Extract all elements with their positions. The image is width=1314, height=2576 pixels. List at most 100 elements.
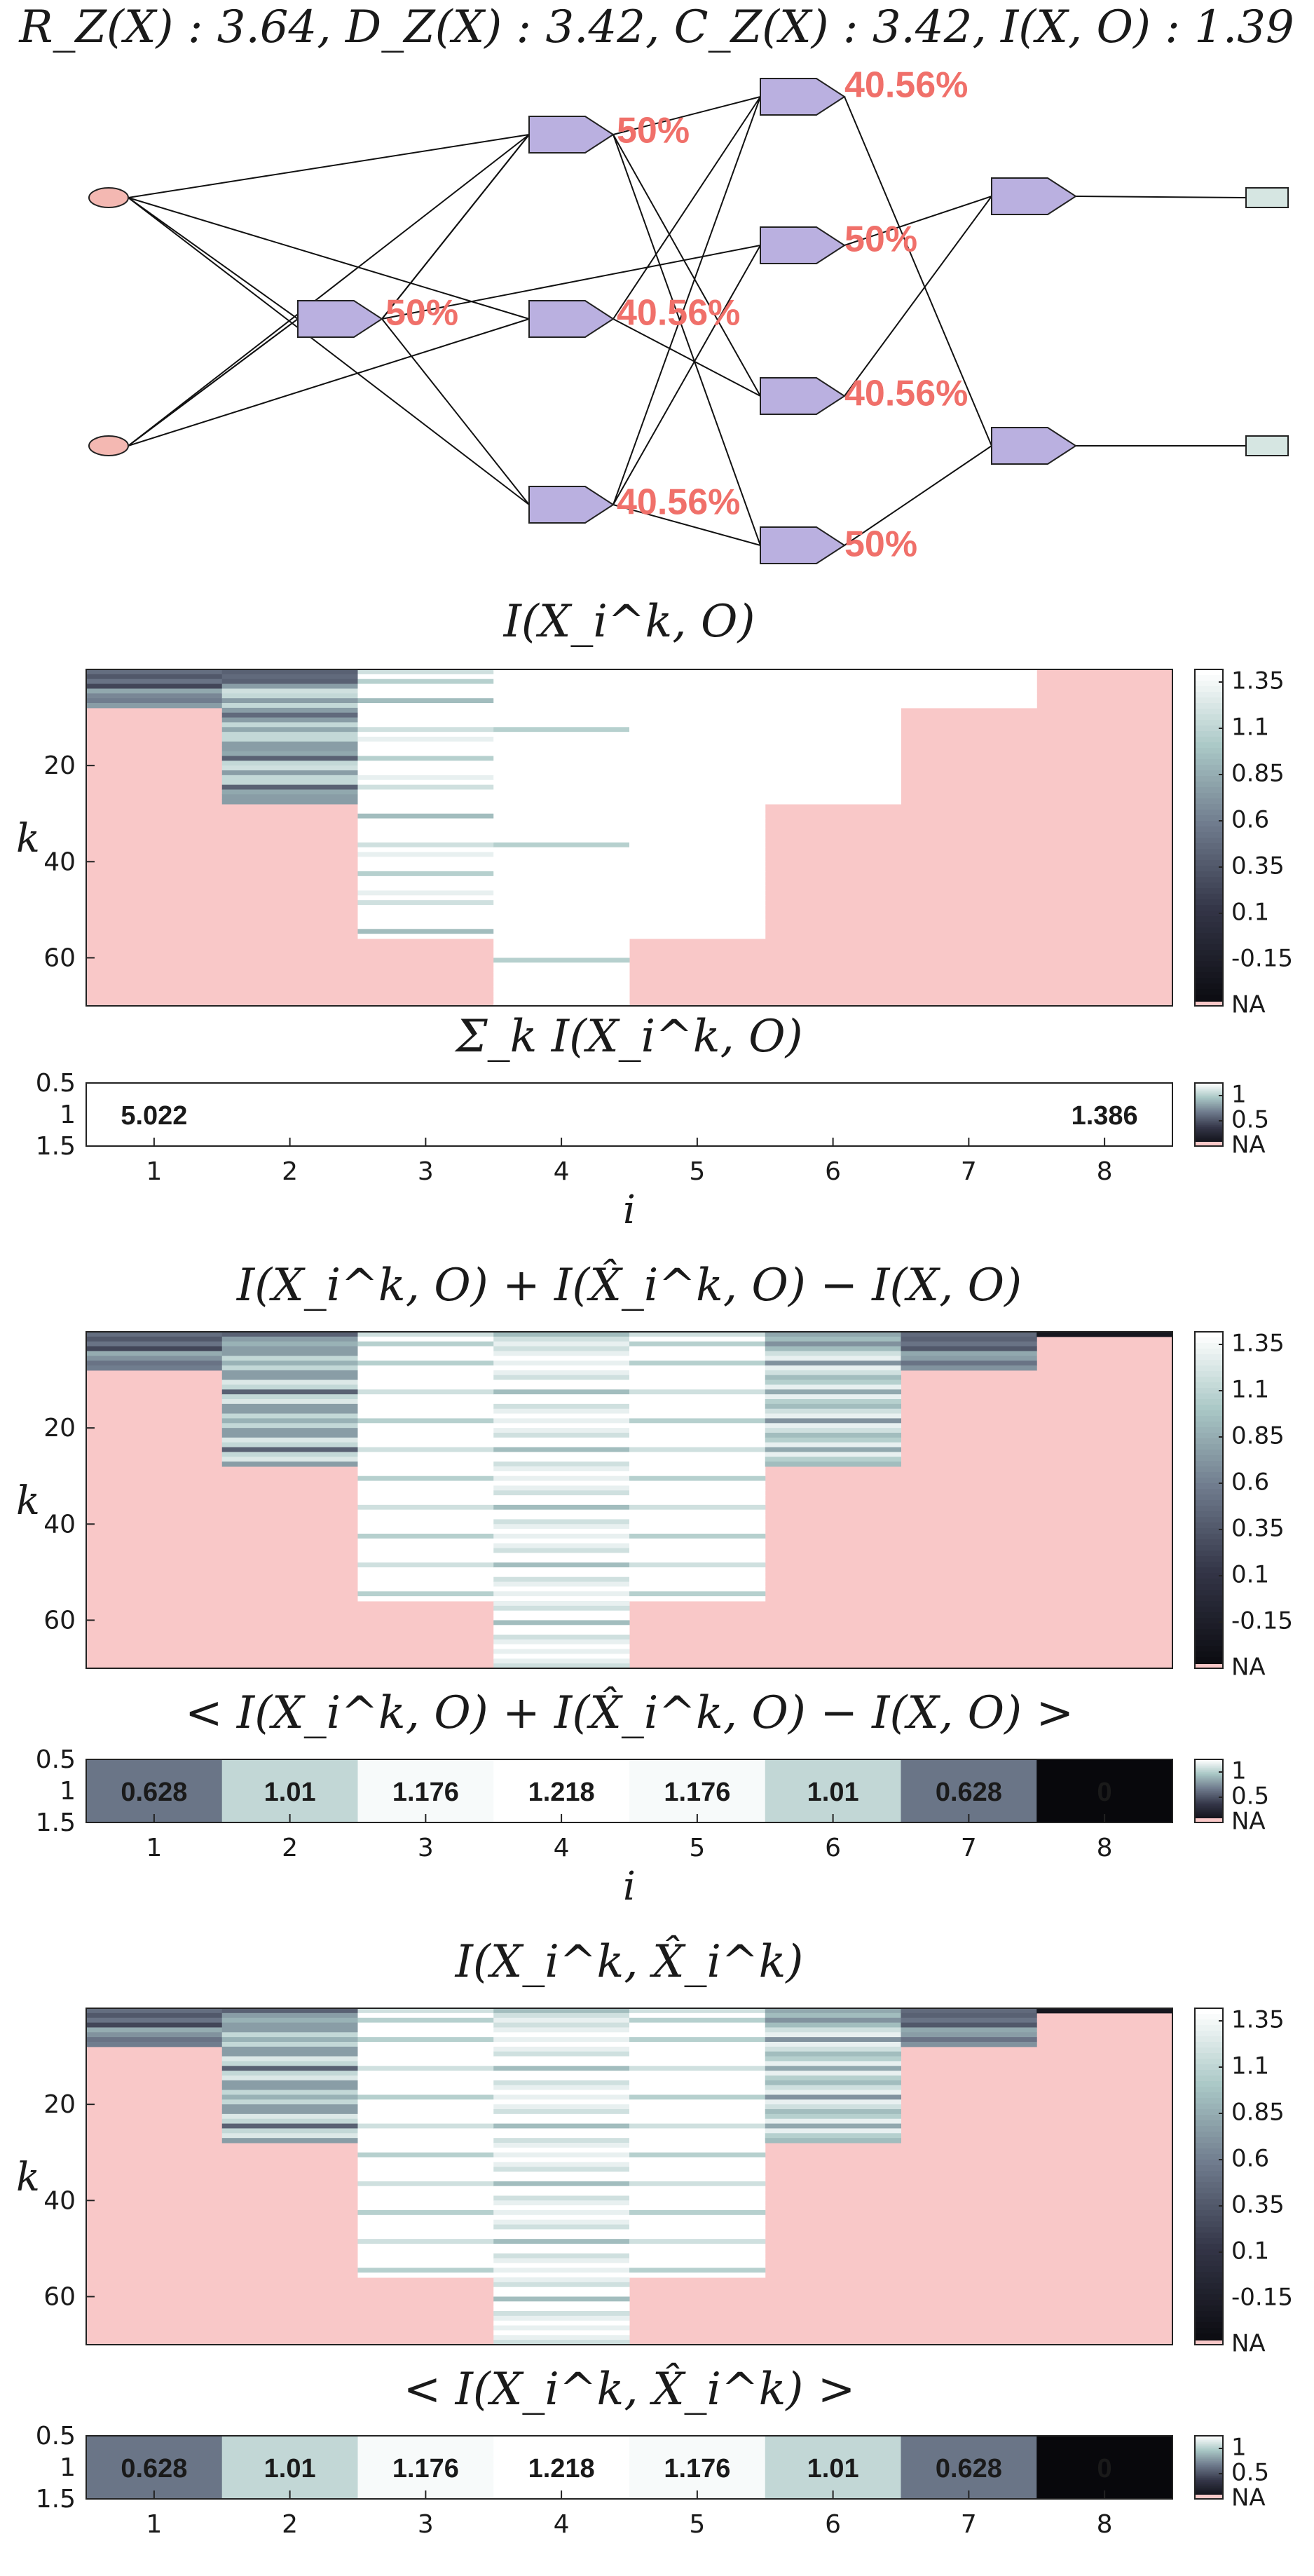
heatmap-cell <box>901 679 1037 685</box>
y-tick-label: 1.5 <box>36 2485 76 2514</box>
x-tick-label: 7 <box>961 1834 977 1862</box>
colorbar-segment <box>1195 1109 1223 1111</box>
heatmap-cell <box>629 1514 766 1520</box>
heatmap-cell <box>493 1649 630 1654</box>
heatmap-cell <box>221 2113 358 2120</box>
heatmap-cell <box>629 934 766 939</box>
heatmap-cell <box>629 1423 766 1429</box>
heatmap-cell <box>221 775 358 781</box>
heatmap-cell <box>86 1361 223 1366</box>
colorbar-segment <box>1195 2446 1223 2448</box>
heatmap-cell <box>629 1543 766 1549</box>
colorbar-tick-label: NA <box>1231 1131 1266 1159</box>
heatmap-cell <box>493 2066 630 2071</box>
heatmap-cell <box>493 707 630 714</box>
heatmap-cell <box>765 2061 901 2066</box>
heatmap-cell <box>629 1476 766 1482</box>
colorbar-frame <box>1194 1759 1224 1823</box>
heatmap-cell <box>493 1620 630 1626</box>
colorbar-segment <box>1195 2443 1223 2445</box>
colorbar-segment <box>1195 1128 1223 1130</box>
heatmap-cell <box>629 2248 766 2254</box>
colorbar-segment <box>1195 1595 1223 1602</box>
heatmap-cell <box>629 1361 766 1366</box>
heatmap-cell <box>357 1428 494 1433</box>
heatmap-cell <box>493 976 630 983</box>
heatmap-cell <box>86 2037 223 2043</box>
network-edge <box>128 134 530 447</box>
heatmap-cell <box>357 1356 494 1361</box>
heatmap-cell <box>765 2113 901 2120</box>
heatmap-cell <box>221 707 358 714</box>
heatmap-cell <box>357 861 494 867</box>
heatmap-cell <box>629 1394 766 1400</box>
percent-label: 40.56% <box>617 482 740 523</box>
chart-panel: < I(X_i^k, O) + I(X̂_i^k, O) − I(X, O) >… <box>36 1686 1269 1909</box>
heatmap-cell <box>493 679 630 685</box>
heatmap-cell <box>357 2037 494 2043</box>
colorbar-segment <box>1195 2483 1223 2485</box>
network-edge <box>612 245 761 505</box>
heatmap-cell <box>357 1759 494 1822</box>
colorbar-segment <box>1195 1100 1223 1103</box>
heatmap-cell <box>629 1346 766 1351</box>
heatmap-cell <box>221 693 358 699</box>
heatmap-cell <box>901 683 1037 689</box>
heatmap-cell <box>493 1663 630 1669</box>
heatmap-cell <box>357 693 494 699</box>
heatmap-cell <box>901 2027 1037 2033</box>
colorbar-tick-label: 0.6 <box>1231 806 1269 834</box>
colorbar-segment <box>1195 2188 1223 2194</box>
colorbar-segment <box>1195 1810 1223 1812</box>
heatmap-cell <box>629 2066 766 2071</box>
y-tick-label: 60 <box>43 1606 76 1635</box>
colorbar-segment <box>1195 1584 1223 1590</box>
heatmap-cell <box>357 2258 494 2263</box>
heatmap-cell <box>765 799 901 805</box>
heatmap-cell <box>493 1635 630 1640</box>
heatmap-cell <box>765 669 901 675</box>
heatmap-cell <box>357 1346 494 1351</box>
heatmap-cell <box>493 905 630 911</box>
colorbar-segment <box>1195 1811 1223 1813</box>
colorbar-segment <box>1195 1776 1223 1778</box>
heatmap-cell <box>765 1403 901 1410</box>
colorbar-segment <box>1195 1590 1223 1596</box>
colorbar-segment <box>1195 1806 1223 1808</box>
heatmap-cell <box>357 2205 494 2211</box>
colorbar-segment <box>1195 1762 1223 1764</box>
heatmap-cell <box>221 1423 358 1429</box>
colorbar-segment <box>1195 1800 1223 1802</box>
heatmap-cell <box>357 1591 494 1597</box>
colorbar-segment <box>1195 2059 1223 2065</box>
heatmap-cell <box>629 871 766 877</box>
heatmap-cell <box>493 900 630 906</box>
colorbar-segment <box>1195 1127 1223 1129</box>
colorbar-segment <box>1195 1388 1223 1394</box>
colorbar-segment <box>1195 2126 1223 2132</box>
heatmap-cell <box>221 765 358 771</box>
y-tick-label: 0.5 <box>36 1069 76 1098</box>
heatmap-cell <box>493 1399 630 1405</box>
heatmap-cell <box>493 991 630 997</box>
heatmap-cell <box>357 756 494 761</box>
heatmap-cell <box>493 2085 630 2091</box>
heatmap-cell <box>493 1576 630 1583</box>
heatmap-cell <box>493 2113 630 2120</box>
heatmap-cell <box>357 1504 494 1511</box>
heatmap-cell <box>357 2085 494 2091</box>
colorbar-frame <box>1194 1331 1224 1669</box>
heatmap-cell <box>357 1567 494 1573</box>
heatmap-cell <box>493 2205 630 2211</box>
colorbar-segment <box>1195 759 1223 765</box>
heatmap-cell <box>629 1461 766 1467</box>
colorbar-segment <box>1195 2489 1223 2491</box>
colorbar-frame <box>1194 669 1224 1007</box>
cell-value-label: 0.628 <box>121 2454 187 2483</box>
colorbar-segment <box>1195 1121 1223 1123</box>
heatmap-cell <box>221 703 358 709</box>
figure-title: R_Z(X) : 3.64, D_Z(X) : 3.42, C_Z(X) : 3… <box>18 1 1294 53</box>
colorbar-segment <box>1195 1808 1223 1810</box>
heatmap-cell <box>221 2022 358 2028</box>
